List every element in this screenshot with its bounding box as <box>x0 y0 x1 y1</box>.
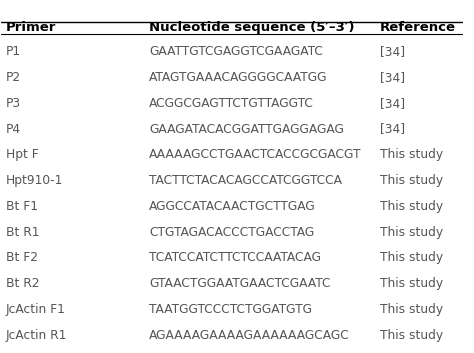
Text: Bt F2: Bt F2 <box>6 251 38 264</box>
Text: TAATGGTCCCTCTGGATGTG: TAATGGTCCCTCTGGATGTG <box>149 303 312 316</box>
Text: GAATTGTCGAGGTCGAAGATC: GAATTGTCGAGGTCGAAGATC <box>149 45 323 58</box>
Text: Bt R1: Bt R1 <box>6 226 39 239</box>
Text: This study: This study <box>380 226 443 239</box>
Text: This study: This study <box>380 303 443 316</box>
Text: This study: This study <box>380 251 443 264</box>
Text: TCATCCATCTTCTCCAATACAG: TCATCCATCTTCTCCAATACAG <box>149 251 321 264</box>
Text: GAAGATACACGGATTGAGGAGAG: GAAGATACACGGATTGAGGAGAG <box>149 122 344 136</box>
Text: Bt F1: Bt F1 <box>6 200 38 213</box>
Text: AAAAAGCCTGAACTCACCGCGACGT: AAAAAGCCTGAACTCACCGCGACGT <box>149 148 362 161</box>
Text: JcActin F1: JcActin F1 <box>6 303 66 316</box>
Text: [34]: [34] <box>380 71 405 84</box>
Text: Bt R2: Bt R2 <box>6 277 39 290</box>
Text: [34]: [34] <box>380 97 405 110</box>
Text: AGAAAAGAAAAGAAAAAAGCAGC: AGAAAAGAAAAGAAAAAAGCAGC <box>149 329 350 342</box>
Text: P1: P1 <box>6 45 21 58</box>
Text: P4: P4 <box>6 122 21 136</box>
Text: P3: P3 <box>6 97 21 110</box>
Text: TACTTCTACACAGCCATCGGTCCA: TACTTCTACACAGCCATCGGTCCA <box>149 174 342 187</box>
Text: JcActin R1: JcActin R1 <box>6 329 67 342</box>
Text: This study: This study <box>380 329 443 342</box>
Text: Hpt F: Hpt F <box>6 148 39 161</box>
Text: P2: P2 <box>6 71 21 84</box>
Text: Reference: Reference <box>380 21 456 34</box>
Text: Nucleotide sequence (5′–3′): Nucleotide sequence (5′–3′) <box>149 21 355 34</box>
Text: This study: This study <box>380 148 443 161</box>
Text: ACGGCGAGTTCTGTTAGGTC: ACGGCGAGTTCTGTTAGGTC <box>149 97 314 110</box>
Text: ATAGTGAAACAGGGGCAATGG: ATAGTGAAACAGGGGCAATGG <box>149 71 328 84</box>
Text: This study: This study <box>380 277 443 290</box>
Text: [34]: [34] <box>380 45 405 58</box>
Text: This study: This study <box>380 200 443 213</box>
Text: Primer: Primer <box>6 21 56 34</box>
Text: This study: This study <box>380 174 443 187</box>
Text: CTGTAGACACCCTGACCTAG: CTGTAGACACCCTGACCTAG <box>149 226 314 239</box>
Text: GTAACTGGAATGAACTCGAATC: GTAACTGGAATGAACTCGAATC <box>149 277 330 290</box>
Text: AGGCCATACAACTGCTTGAG: AGGCCATACAACTGCTTGAG <box>149 200 316 213</box>
Text: Hpt910-1: Hpt910-1 <box>6 174 64 187</box>
Text: [34]: [34] <box>380 122 405 136</box>
